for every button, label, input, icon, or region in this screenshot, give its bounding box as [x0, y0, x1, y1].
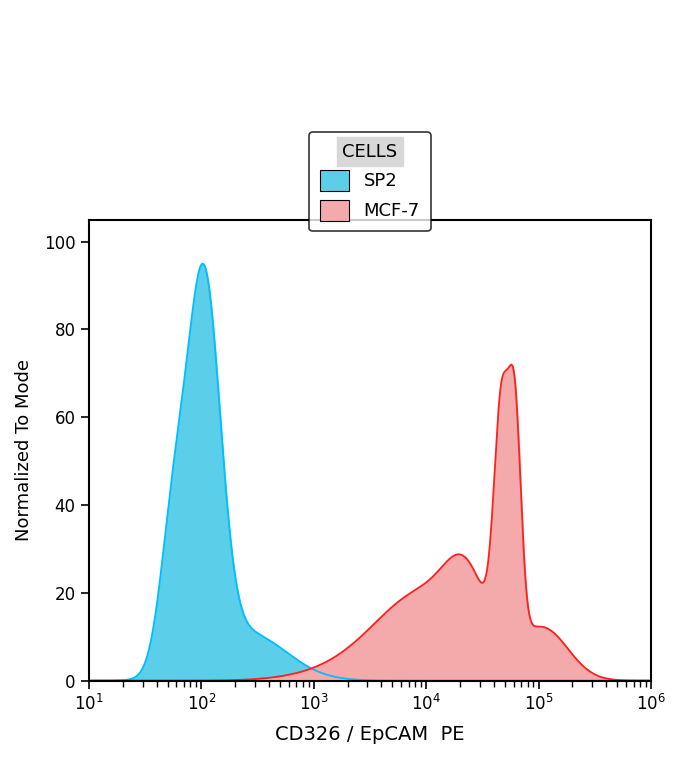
- X-axis label: CD326 / EpCAM  PE: CD326 / EpCAM PE: [275, 725, 464, 744]
- Y-axis label: Normalized To Mode: Normalized To Mode: [15, 359, 33, 541]
- Legend: SP2, MCF-7: SP2, MCF-7: [309, 132, 430, 231]
